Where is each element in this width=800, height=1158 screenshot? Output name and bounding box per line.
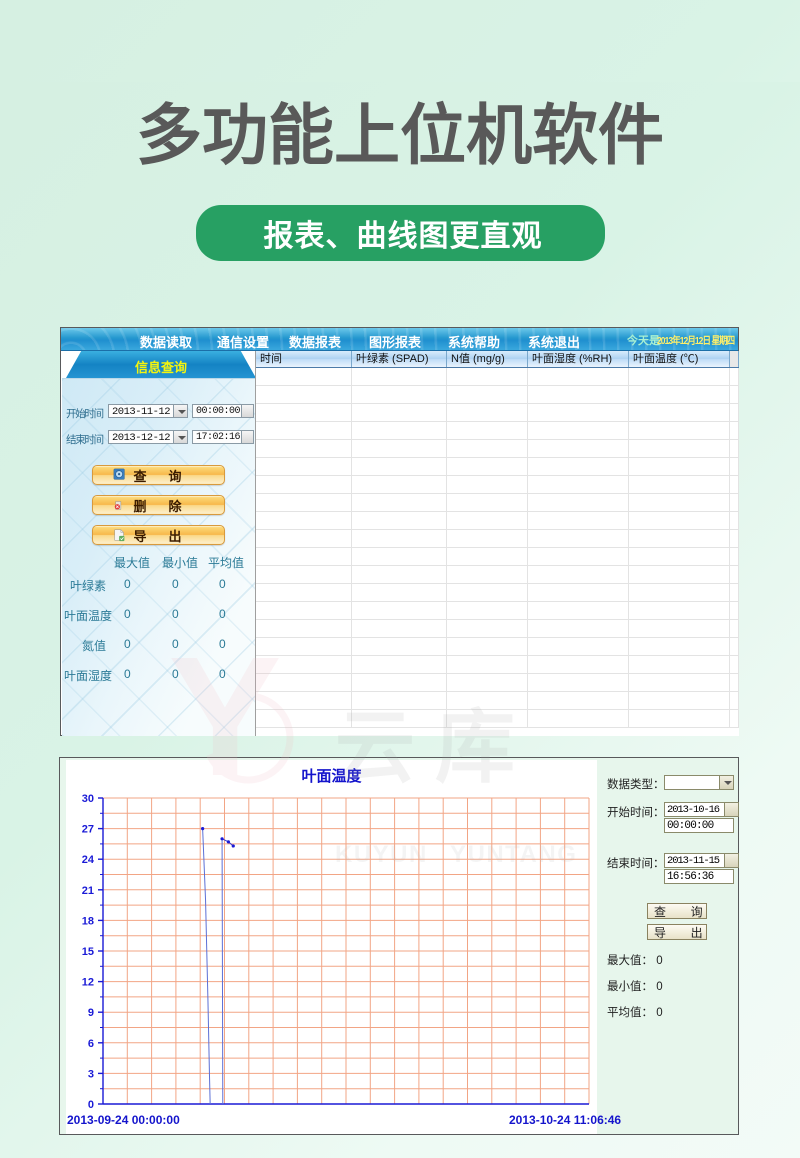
svg-text:21: 21 [82,885,94,897]
svg-text:27: 27 [82,824,94,836]
svg-text:15: 15 [82,946,94,958]
svg-text:9: 9 [88,1007,94,1019]
svg-text:0: 0 [88,1099,94,1111]
svg-text:18: 18 [82,915,94,927]
svg-text:12: 12 [82,977,94,989]
svg-text:6: 6 [88,1038,94,1050]
svg-text:24: 24 [82,854,95,866]
svg-text:30: 30 [82,793,94,805]
svg-text:3: 3 [88,1068,94,1080]
